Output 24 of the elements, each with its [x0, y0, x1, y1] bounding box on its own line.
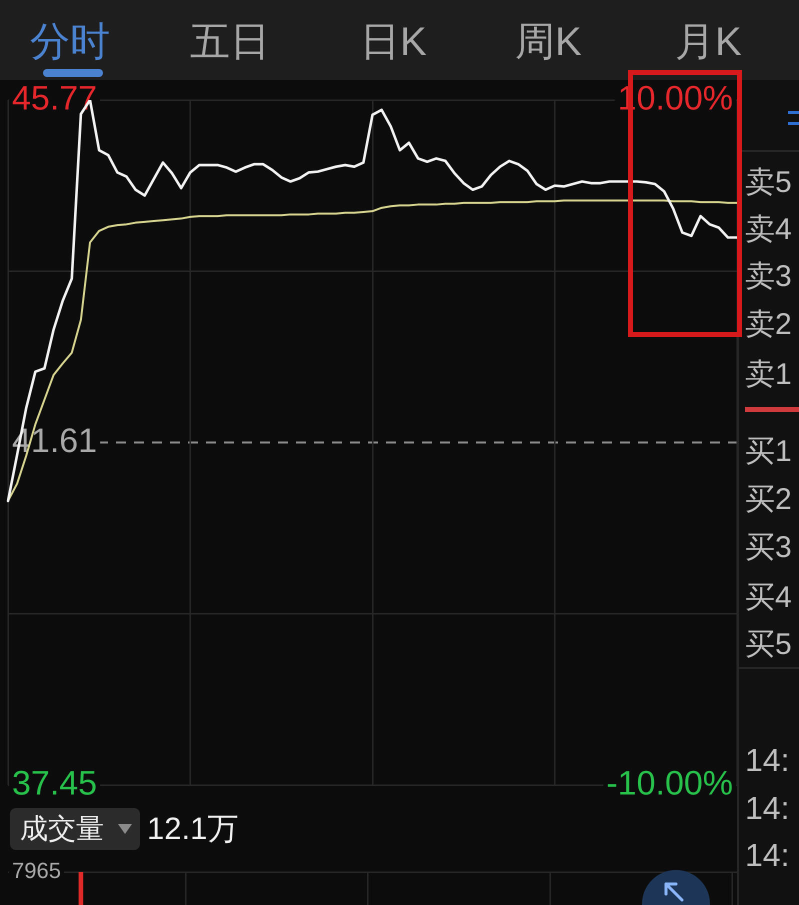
text: 买4 [745, 580, 792, 616]
text: 卖4 [745, 212, 792, 248]
y-tick-label: 37.45 [12, 764, 98, 802]
text: 买1 [745, 434, 792, 470]
text: 12.1万 [147, 810, 238, 848]
text: 买5 [745, 627, 792, 663]
chart-title: 成交量 [20, 812, 104, 846]
text: 14: [745, 836, 790, 874]
text: 日K [360, 19, 427, 65]
text: 卖2 [745, 307, 792, 343]
text: 五日 [190, 19, 270, 65]
text: 14: [745, 741, 790, 779]
y-tick-label: 45.77 [12, 79, 98, 118]
text: 卖5 [745, 165, 792, 201]
text: 分时 [30, 19, 110, 65]
y-tick-label: 7965 [12, 858, 61, 884]
text: 月K [675, 19, 742, 65]
text: 卖3 [745, 259, 792, 295]
text: 卖1 [745, 357, 792, 393]
text: 14: [745, 789, 790, 827]
text: 周K [515, 19, 582, 65]
text: 买2 [745, 482, 792, 518]
text: 买3 [745, 530, 792, 566]
y2-tick-label: -10.00% [606, 764, 733, 802]
